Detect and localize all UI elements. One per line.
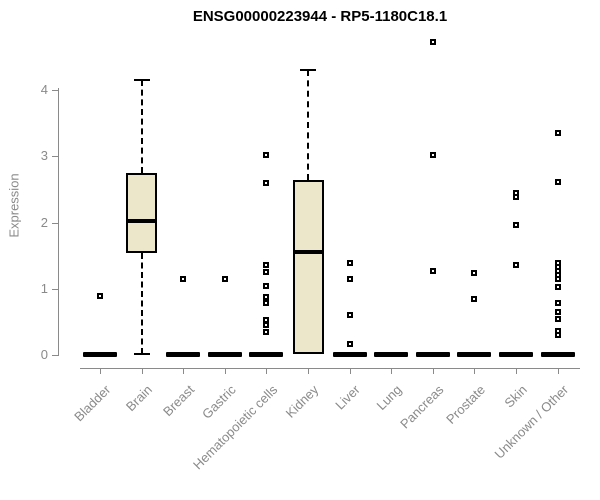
zero-bar-lung (374, 352, 409, 357)
outlier-hematopoietic-cells (263, 151, 270, 158)
y-tick-label: 0 (40, 347, 48, 362)
y-tick-label: 2 (40, 214, 48, 230)
whisker-cap-top-brain (133, 79, 150, 82)
outlier-unknown-other (554, 179, 561, 186)
box-brain (126, 172, 158, 253)
outlier-hematopoietic-cells (263, 293, 270, 300)
whisker-upper-kidney (307, 70, 309, 181)
outlier-hematopoietic-cells (263, 322, 270, 329)
x-axis-tick (516, 368, 517, 374)
zero-bar-hematopoietic-cells (249, 352, 284, 357)
zero-bar-gastric (207, 352, 242, 357)
outlier-hematopoietic-cells (263, 328, 270, 335)
zero-bar-pancreas (415, 352, 450, 357)
zero-bar-bladder (83, 352, 117, 357)
x-axis-tick (141, 368, 143, 374)
outlier-breast (180, 275, 187, 282)
outlier-hematopoietic-cells (263, 269, 270, 276)
x-axis-tick (308, 368, 309, 374)
x-axis-tick (224, 368, 226, 374)
box-kidney (292, 180, 324, 354)
x-category-label-unknown-other: Unknown / Other (491, 382, 572, 462)
whisker-cap-bottom-brain (133, 352, 150, 355)
outlier-skin (513, 261, 519, 268)
whisker-cap-top-kidney (300, 69, 316, 72)
x-category-label-bladder: Bladder (71, 382, 114, 425)
outlier-unknown-other (554, 332, 561, 339)
outlier-skin (513, 194, 519, 201)
x-category-label-lung: Lung (373, 382, 405, 414)
y-axis-tick (52, 156, 58, 158)
x-axis-line (80, 368, 580, 369)
outlier-prostate (471, 269, 478, 276)
chart-title: ENSG00000223944 - RP5-1180C18.1 (192, 8, 448, 25)
x-category-label-breast: Breast (159, 382, 197, 420)
outlier-hematopoietic-cells (263, 179, 270, 186)
y-axis-tick (52, 222, 58, 224)
median-kidney (292, 250, 324, 255)
y-tick-label: 3 (40, 148, 48, 164)
zero-bar-unknown-other (540, 352, 575, 357)
outlier-hematopoietic-cells (263, 316, 270, 323)
x-axis-tick (100, 368, 101, 374)
x-axis-tick (183, 368, 185, 374)
outlier-bladder (97, 293, 103, 300)
y-tick-label: 4 (40, 82, 48, 97)
outlier-unknown-other (554, 308, 561, 315)
y-axis-label: Expression (6, 173, 22, 238)
median-brain (126, 219, 158, 224)
outlier-pancreas (429, 267, 436, 274)
y-axis-tick (52, 355, 58, 356)
outlier-hematopoietic-cells (263, 300, 270, 307)
zero-bar-skin (499, 352, 533, 357)
whisker-upper-brain (140, 80, 143, 173)
y-tick-label: 1 (40, 280, 48, 296)
x-axis-tick (432, 368, 434, 374)
x-category-label-brain: Brain (123, 382, 156, 415)
x-category-label-skin: Skin (501, 382, 530, 411)
zero-bar-prostate (457, 352, 492, 357)
outlier-hematopoietic-cells (263, 261, 270, 268)
zero-bar-breast (166, 352, 201, 357)
zero-bar-liver (332, 352, 367, 357)
x-axis-tick (266, 368, 268, 374)
outlier-gastric (221, 275, 228, 282)
outlier-unknown-other (554, 316, 561, 323)
x-axis-tick (391, 368, 393, 374)
y-axis-line (58, 88, 59, 356)
y-axis-tick (52, 288, 58, 290)
outlier-unknown-other (554, 275, 561, 282)
x-category-label-prostate: Prostate (443, 382, 489, 427)
x-axis-tick (349, 368, 351, 374)
x-category-label-pancreas: Pancreas (396, 382, 447, 432)
outlier-liver (346, 340, 353, 347)
outlier-prostate (471, 295, 478, 302)
x-axis-tick (557, 368, 559, 374)
x-axis-tick (474, 368, 476, 374)
x-category-label-gastric: Gastric (198, 382, 239, 422)
outlier-hematopoietic-cells (263, 283, 270, 290)
x-category-label-liver: Liver (332, 382, 364, 413)
outlier-liver (346, 275, 353, 282)
outlier-unknown-other (554, 300, 561, 307)
outlier-unknown-other (554, 284, 561, 291)
outlier-liver (346, 259, 353, 266)
outlier-pancreas (429, 151, 436, 158)
x-category-label-kidney: Kidney (282, 382, 322, 421)
outlier-skin (513, 222, 519, 229)
outlier-unknown-other (554, 130, 561, 137)
outlier-liver (346, 312, 353, 319)
whisker-lower-brain (140, 252, 143, 354)
y-axis-tick (52, 90, 58, 91)
outlier-pancreas (429, 39, 436, 46)
